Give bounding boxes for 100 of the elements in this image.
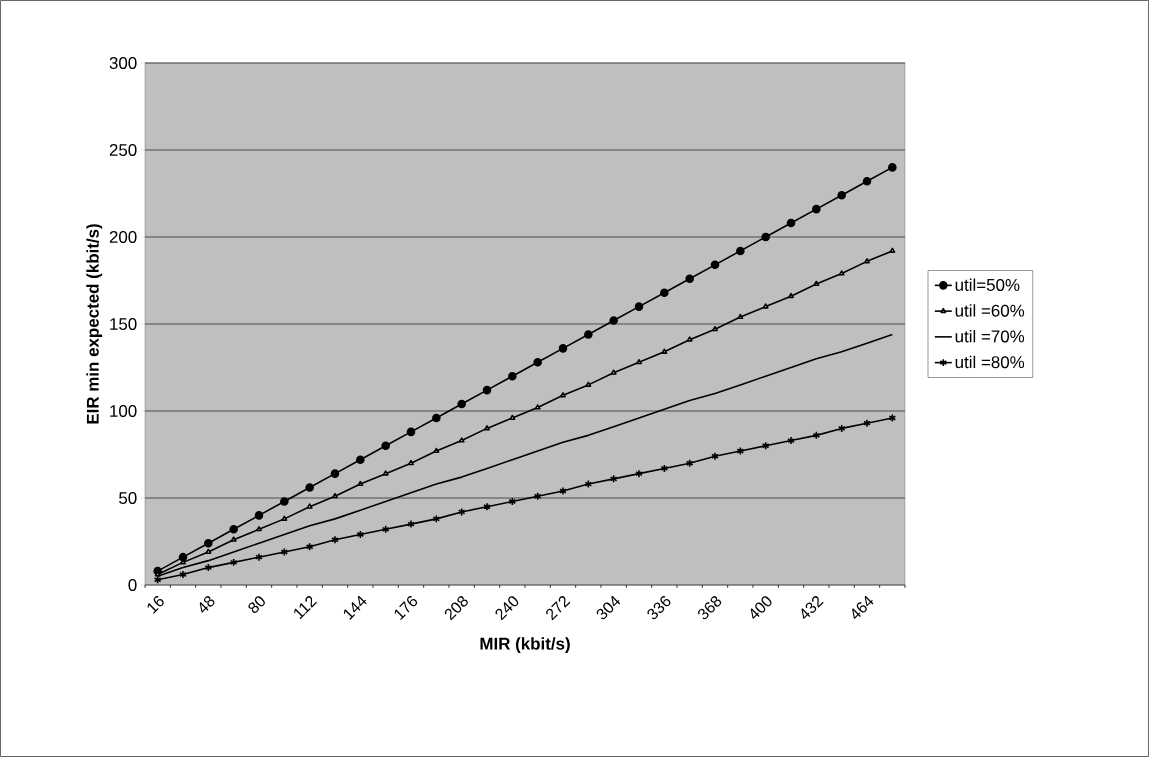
point [382, 470, 389, 476]
y-tick-label: 200 [109, 231, 137, 243]
point [736, 446, 745, 456]
point [813, 280, 820, 287]
point [862, 177, 872, 186]
x-tick-label: 16 [147, 596, 164, 614]
x-tick-label: 304 [596, 595, 621, 620]
point [685, 458, 694, 468]
point [711, 451, 719, 461]
point [306, 503, 313, 509]
point [229, 558, 238, 567]
point [330, 469, 340, 478]
point [204, 563, 213, 572]
x-tick-label: 48 [199, 596, 215, 613]
point [786, 218, 796, 228]
point [482, 385, 492, 395]
point [559, 486, 567, 496]
point [457, 399, 466, 409]
point [889, 247, 896, 253]
y-tick-label: 100 [110, 405, 137, 417]
point [280, 547, 289, 557]
point [229, 525, 238, 534]
point [888, 163, 897, 172]
point [812, 431, 821, 440]
point [381, 525, 390, 534]
legend-label: util=50% [955, 278, 1020, 291]
point [332, 492, 338, 499]
point [788, 292, 794, 299]
y-axis-title: EIR min expected (kbit/s) [86, 224, 103, 424]
point [305, 483, 314, 492]
point [458, 437, 465, 443]
legend-label: util =60% [955, 304, 1025, 317]
point [381, 441, 390, 451]
y-tick-label: 50 [119, 492, 137, 504]
point [636, 358, 642, 365]
point [761, 232, 770, 242]
x-tick-label: 336 [647, 596, 671, 620]
point [685, 274, 694, 284]
point [305, 542, 314, 552]
point [660, 464, 669, 473]
point [356, 530, 365, 539]
point [432, 514, 441, 524]
point [483, 502, 491, 511]
y-tick-label: 150 [110, 318, 137, 330]
point [584, 479, 593, 489]
x-tick-label: 208 [444, 596, 468, 621]
point [585, 381, 592, 387]
point [533, 491, 542, 501]
x-tick-label: 112 [294, 596, 317, 620]
point [737, 313, 744, 320]
point [584, 330, 593, 339]
point [254, 511, 264, 520]
point [558, 344, 568, 353]
point [712, 325, 718, 332]
legend-label: util =80% [955, 355, 1025, 369]
point [762, 303, 769, 309]
point [610, 369, 617, 375]
x-tick-label: 464 [852, 595, 874, 619]
legend-label: util =70% [955, 330, 1025, 343]
point [484, 425, 490, 431]
point [433, 447, 440, 454]
point [407, 519, 415, 529]
point [812, 204, 821, 214]
point [256, 526, 262, 532]
point [408, 459, 414, 466]
point [609, 316, 618, 325]
point [432, 413, 441, 423]
point [508, 371, 517, 381]
point [508, 497, 517, 506]
x-tick-label: 176 [394, 596, 418, 621]
x-tick-label: 240 [495, 596, 519, 621]
point [787, 436, 795, 445]
point [864, 258, 870, 264]
y-tick-label: 250 [109, 144, 137, 156]
point [609, 474, 618, 484]
x-tick-label: 80 [248, 596, 265, 613]
point [634, 302, 644, 311]
point [863, 418, 871, 428]
x-tick-label: 432 [801, 596, 824, 619]
point [837, 424, 846, 433]
point [509, 414, 516, 420]
point [736, 246, 745, 256]
y-tick-label: 0 [128, 579, 137, 591]
point [635, 469, 643, 478]
point [230, 536, 237, 542]
point [205, 548, 212, 554]
point [331, 535, 339, 545]
point [356, 455, 365, 464]
point [533, 357, 542, 367]
x-tick-label: 272 [546, 596, 571, 621]
point [280, 497, 289, 506]
x-tick-label: 368 [698, 596, 722, 620]
point [761, 441, 770, 451]
point [710, 260, 720, 270]
point [686, 336, 693, 342]
point [406, 427, 416, 437]
x-tick-label: 144 [343, 595, 367, 620]
point [661, 348, 668, 354]
x-tick-label: 400 [750, 596, 772, 619]
point [255, 552, 263, 562]
